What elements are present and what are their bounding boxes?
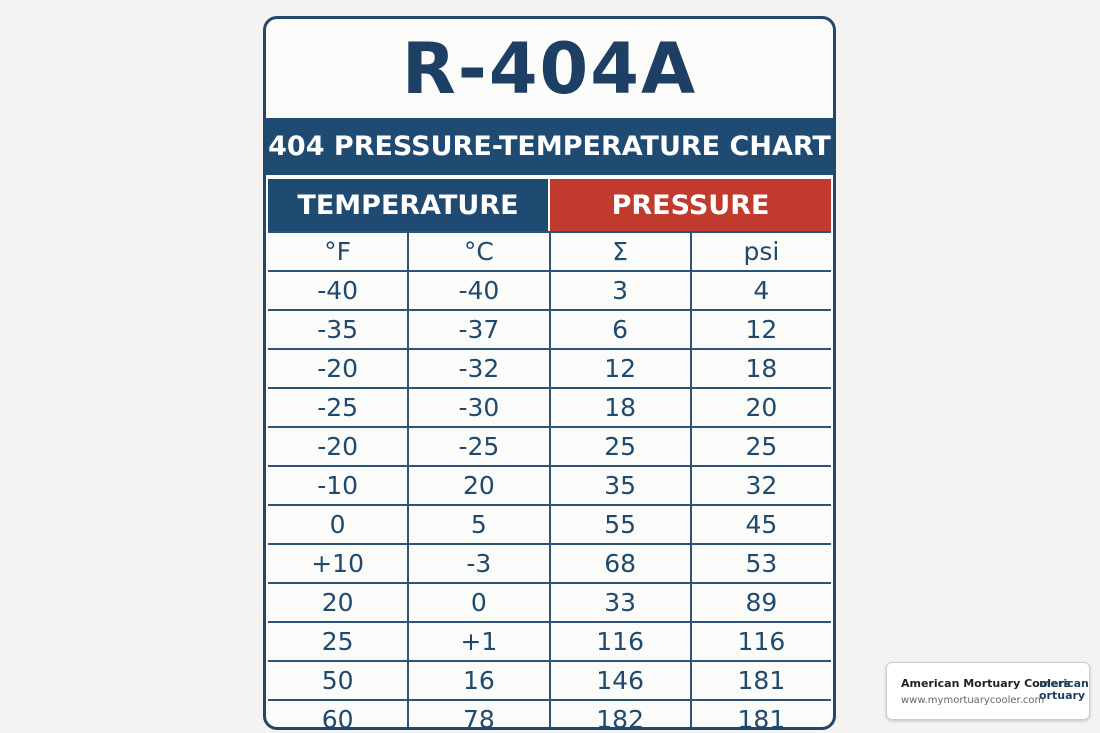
table-cell: 12	[689, 311, 831, 348]
chart-card: R-404A 404 PRESSURE-TEMPERATURE CHART TE…	[263, 16, 836, 730]
table-cell: 33	[548, 584, 690, 621]
table-cell: 0	[329, 510, 346, 539]
table-cell: 3	[548, 272, 690, 309]
table-row: 0 5 55 45	[268, 504, 831, 543]
table-cell: 116	[689, 623, 831, 660]
table-cell: -20	[317, 354, 359, 383]
table-cell: 53	[689, 545, 831, 582]
table-row: 60 78 182 181	[268, 699, 831, 730]
table-cell: 55	[548, 506, 690, 543]
table-cell: -40	[317, 276, 359, 305]
table-cell: 25	[321, 627, 354, 656]
table-cell: 20	[689, 389, 831, 426]
table-cell: -35	[317, 315, 359, 344]
table-cell: 68	[548, 545, 690, 582]
table-cell: -30	[407, 389, 548, 426]
subtitle: 404 PRESSURE-TEMPERATURE CHART	[266, 118, 833, 175]
table-row: -35 -37 6 12	[268, 309, 831, 348]
table-cell: 182	[548, 701, 690, 727]
unit-cell: psi	[689, 233, 831, 270]
table-cell: 4	[689, 272, 831, 309]
table-cell: +1	[407, 623, 548, 660]
logo-text: merican	[1039, 677, 1089, 690]
table-row: -10 20 35 32	[268, 465, 831, 504]
table-cell: +10	[311, 549, 364, 578]
table-row: -40 -40 3 4	[268, 270, 831, 309]
unit-cell: °F	[324, 237, 352, 266]
table-cell: 35	[548, 467, 690, 504]
table-cell: -40	[407, 272, 548, 309]
table-cell: 50	[321, 666, 354, 695]
logo-text: ortuary	[1039, 689, 1086, 702]
table-row: 20 0 33 89	[268, 582, 831, 621]
unit-cell: °C	[407, 233, 548, 270]
table-row: +10 -3 68 53	[268, 543, 831, 582]
table-row: -25 -30 18 20	[268, 387, 831, 426]
watermark: American Mortuary Coolers www.mymortuary…	[886, 662, 1090, 720]
table-cell: 25	[548, 428, 690, 465]
table-cell: 181	[689, 701, 831, 727]
table-cell: 5	[407, 506, 548, 543]
table-cell: 45	[689, 506, 831, 543]
table-cell: 60	[321, 705, 354, 730]
table-cell: 78	[407, 701, 548, 727]
table-row: 25 +1 116 116	[268, 621, 831, 660]
table-cell: -20	[317, 432, 359, 461]
table-cell: 16	[407, 662, 548, 699]
table-cell: 20	[407, 467, 548, 504]
unit-cell: Σ	[548, 233, 690, 270]
table-cell: 18	[689, 350, 831, 387]
table-row: 50 16 146 181	[268, 660, 831, 699]
table-cell: -32	[407, 350, 548, 387]
table-row: -20 -25 25 25	[268, 426, 831, 465]
table-cell: 116	[548, 623, 690, 660]
table-cell: 6	[548, 311, 690, 348]
table-cell: 146	[548, 662, 690, 699]
table-cell: 181	[689, 662, 831, 699]
table-cell: 18	[548, 389, 690, 426]
table-cell: 0	[407, 584, 548, 621]
table-cell: 25	[689, 428, 831, 465]
group-header: PRESSURE	[550, 179, 831, 231]
table-cell: 20	[321, 588, 354, 617]
title: R-404A	[401, 27, 698, 110]
table-cell: 32	[689, 467, 831, 504]
table-cell: -37	[407, 311, 548, 348]
table-row: -20 -32 12 18	[268, 348, 831, 387]
table-cell: 89	[689, 584, 831, 621]
table-cell: -25	[317, 393, 359, 422]
table-cell: 12	[548, 350, 690, 387]
table-cell: -25	[407, 428, 548, 465]
table-cell: -10	[317, 471, 359, 500]
brand-url: www.mymortuarycooler.com	[901, 695, 1045, 706]
group-header: TEMPERATURE	[268, 179, 548, 231]
table-cell: -3	[407, 545, 548, 582]
brand-name: American Mortuary Coolers	[901, 677, 1071, 690]
